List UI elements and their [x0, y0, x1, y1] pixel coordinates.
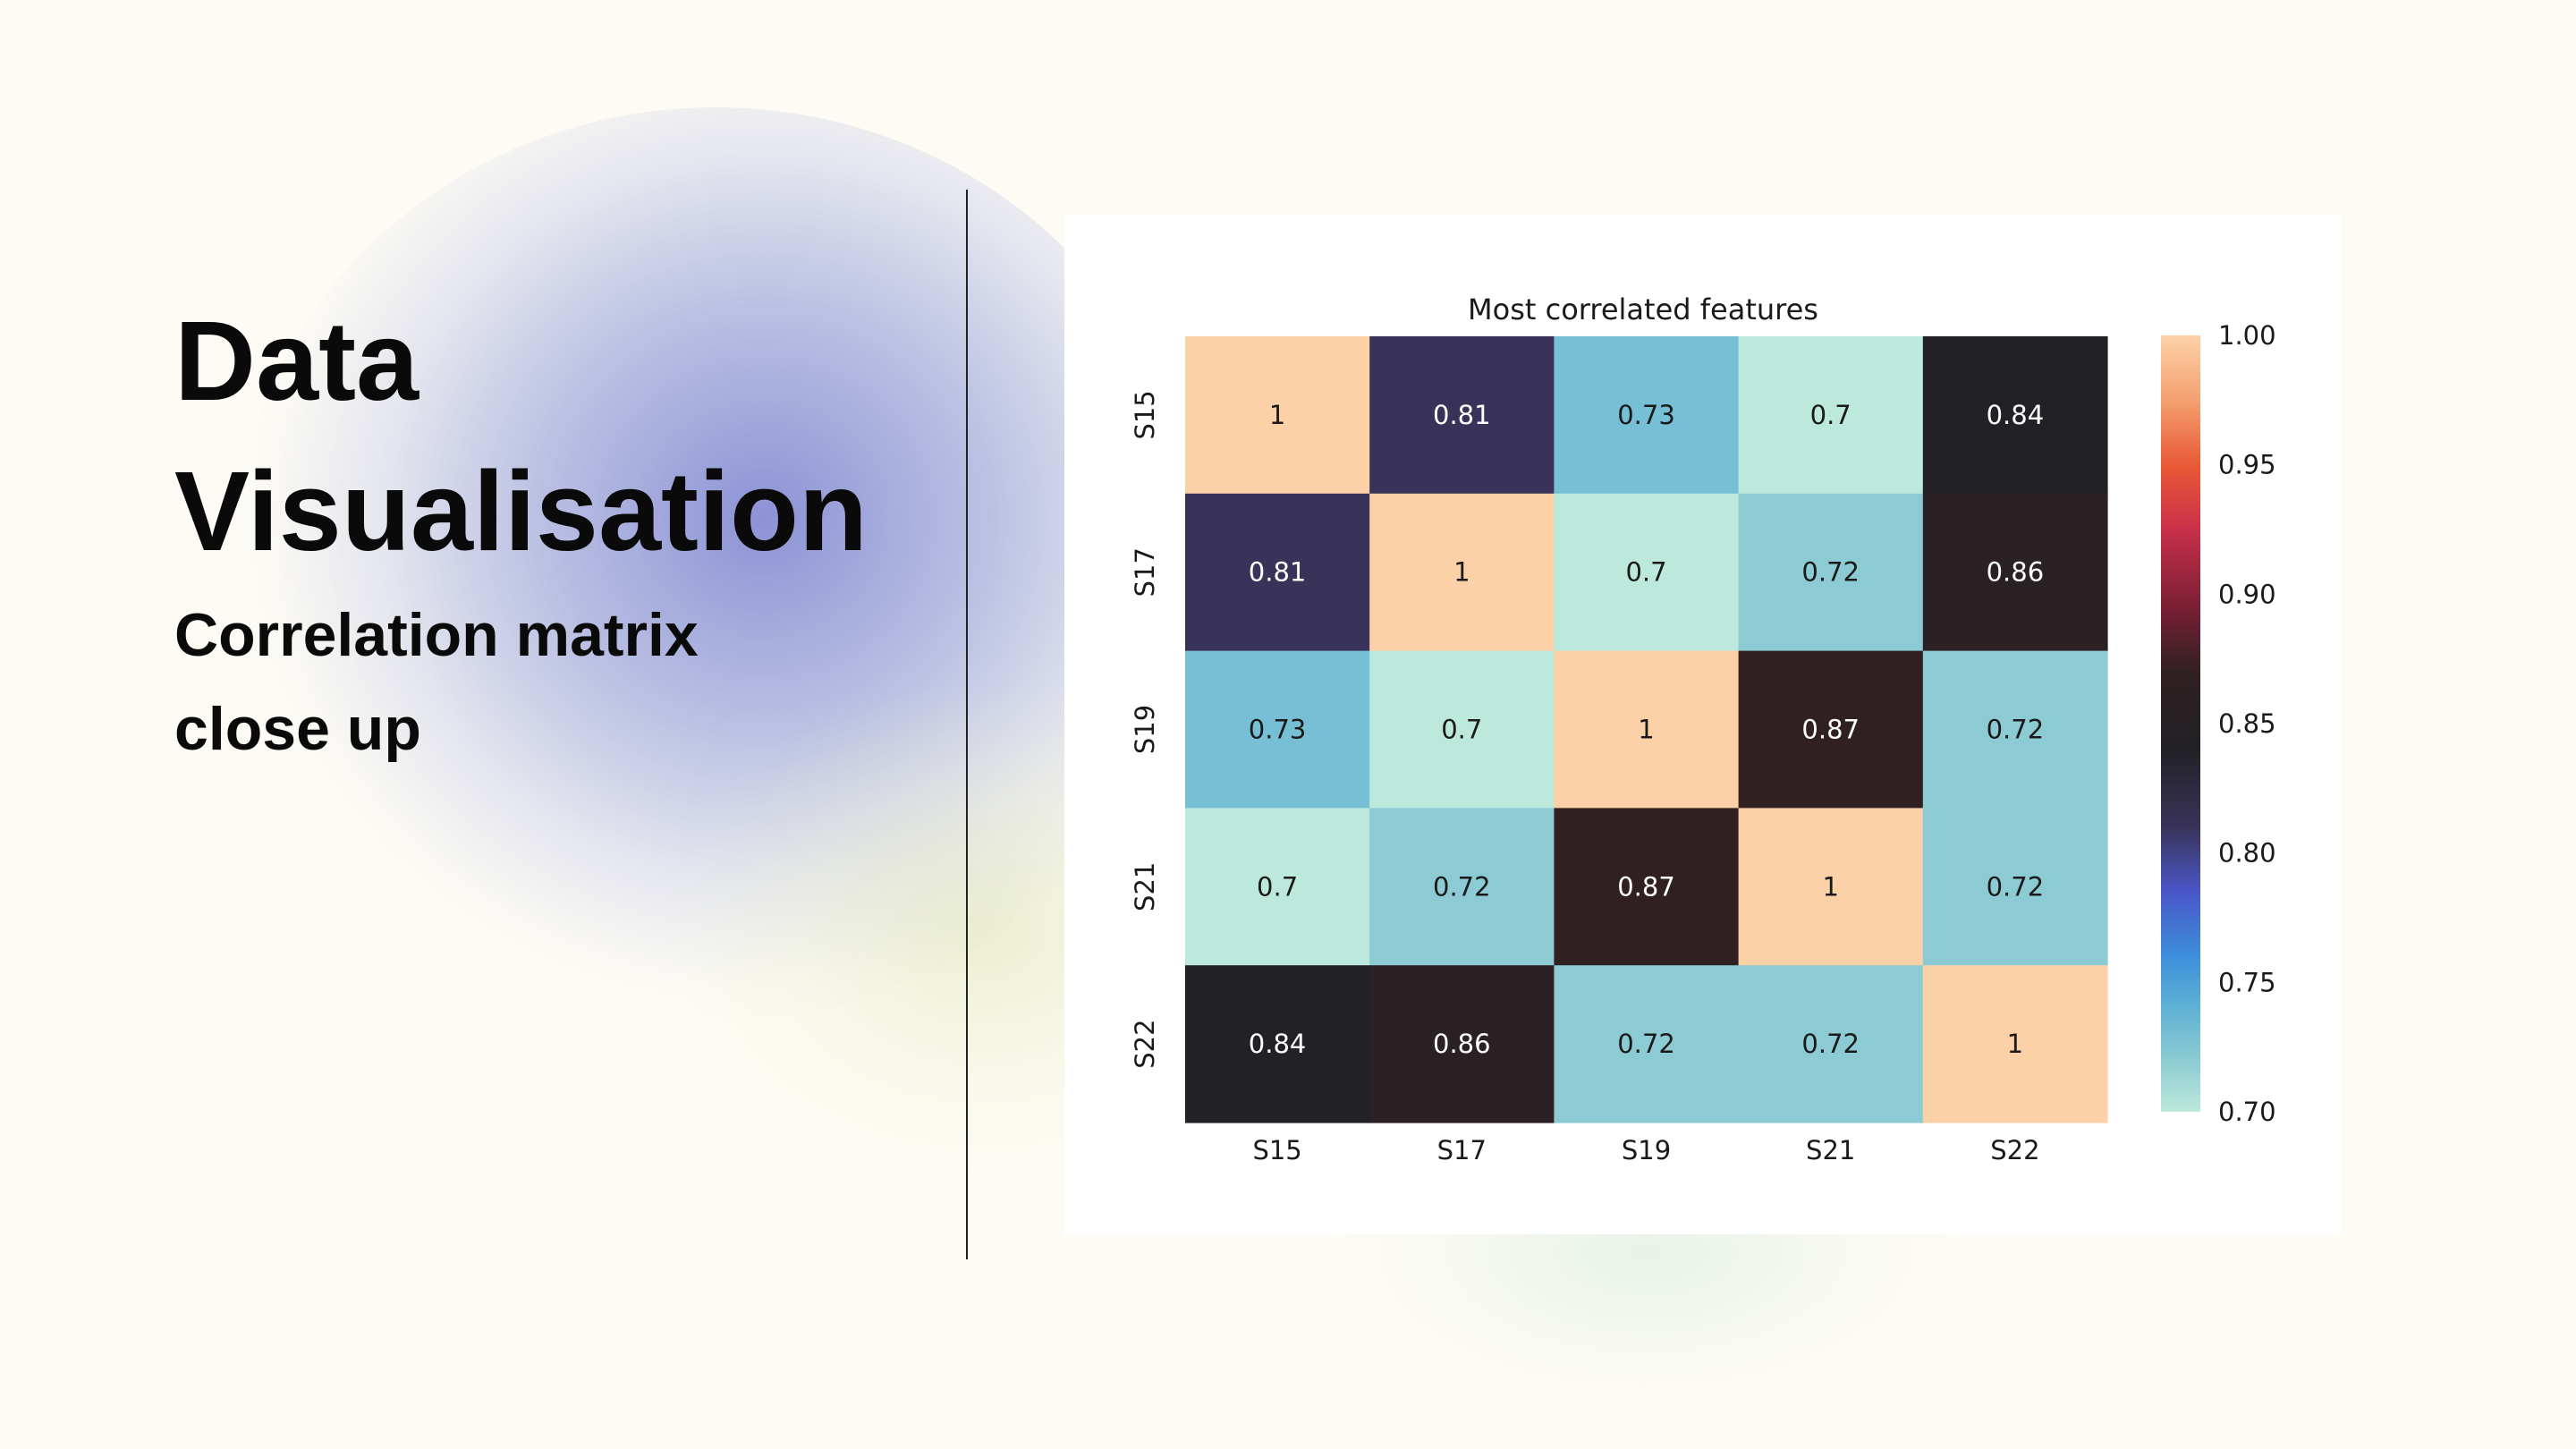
colorbar-tick-label: 0.75 [2218, 967, 2276, 997]
chart-card: Most correlated features 1 0.81 0.73 0.7 0.8… [1064, 215, 2341, 1234]
cell-value-label: 0.72 [1801, 1029, 1860, 1059]
cell-value-label: 0.81 [1433, 400, 1491, 430]
cell-value-label: 0.7 [1257, 871, 1298, 902]
cell-value-label: 1 [1453, 557, 1470, 588]
heatmap-cell [1922, 965, 2108, 1123]
heatmap-chart: Most correlated features 1 0.81 0.73 0.7 0.8… [1130, 292, 2276, 1165]
heatmap-cell [1738, 493, 1924, 652]
cell-value-label: 0.73 [1617, 400, 1675, 430]
colorbar-tick-label: 1.00 [2218, 320, 2276, 351]
y-tick-label: S21 [1130, 862, 1160, 911]
heatmap-cell [1554, 650, 1740, 809]
heatmap-cell [1369, 650, 1555, 809]
cell-value-label: 0.86 [1987, 557, 2045, 588]
heatmap-cell [1185, 808, 1370, 966]
vertical-divider [966, 190, 968, 1259]
heatmap-cell [1369, 336, 1555, 495]
cell-value-label: 0.7 [1441, 715, 1482, 745]
heatmap-cell [1738, 965, 1924, 1123]
heatmap-cell [1554, 808, 1740, 966]
slide-title: Data Visualisation [174, 298, 868, 574]
colorbar [2161, 335, 2200, 1112]
heatmap-cell [1369, 808, 1555, 966]
cell-value-label: 0.81 [1249, 557, 1307, 588]
cell-value-label: 0.72 [1801, 557, 1860, 588]
heatmap-cell [1738, 336, 1924, 495]
x-tick-label: S21 [1806, 1135, 1855, 1165]
cell-value-label: 0.86 [1433, 1029, 1491, 1059]
colorbar-tick-label: 0.85 [2218, 708, 2276, 739]
chart-title: Most correlated features [1468, 292, 1818, 326]
heatmap-cell [1922, 493, 2108, 652]
cell-value-label: 1 [1269, 400, 1285, 430]
cell-value-label: 0.87 [1617, 871, 1675, 902]
heatmap-cell [1185, 965, 1370, 1123]
heatmap-cell [1369, 493, 1555, 652]
cell-value-label: 0.72 [1987, 871, 2045, 902]
cell-value-label: 0.7 [1810, 400, 1852, 430]
colorbar-tick-label: 0.90 [2218, 579, 2276, 609]
heatmap-cell [1922, 808, 2108, 966]
cell-value-label: 0.84 [1987, 400, 2045, 430]
heatmap-cell [1922, 336, 2108, 495]
y-tick-label: S19 [1130, 705, 1160, 754]
heatmap-cell [1738, 808, 1924, 966]
y-tick-label: S15 [1130, 390, 1160, 439]
cell-value-label: 0.72 [1617, 1029, 1675, 1059]
heatmap-cell [1554, 965, 1740, 1123]
slide-subtitle: Correlation matrix close up [174, 601, 699, 763]
cell-value-label: 0.72 [1433, 871, 1491, 902]
x-tick-label: S15 [1252, 1135, 1301, 1165]
heatmap-cell [1185, 493, 1370, 652]
x-tick-label: S17 [1437, 1135, 1487, 1165]
x-tick-label: S19 [1622, 1135, 1671, 1165]
colorbar-tick-label: 0.80 [2218, 838, 2276, 869]
y-tick-label: S17 [1130, 547, 1160, 597]
cell-value-label: 0.87 [1801, 715, 1860, 745]
cell-value-label: 0.72 [1987, 715, 2045, 745]
heatmap-cell [1185, 336, 1370, 495]
heatmap-cell [1369, 965, 1555, 1123]
cell-value-label: 0.7 [1625, 557, 1666, 588]
y-tick-label: S22 [1130, 1019, 1160, 1068]
cell-value-label: 0.84 [1249, 1029, 1307, 1059]
heatmap-cell [1185, 650, 1370, 809]
heatmap-cell [1922, 650, 2108, 809]
colorbar-tick-label: 0.95 [2218, 450, 2276, 480]
heatmap-cell [1554, 493, 1740, 652]
cell-value-label: 1 [2007, 1029, 2023, 1059]
cell-value-label: 1 [1822, 871, 1838, 902]
heatmap-cell [1554, 336, 1740, 495]
heatmap-cell [1738, 650, 1924, 809]
colorbar-tick-label: 0.70 [2218, 1097, 2276, 1127]
x-tick-label: S22 [1990, 1135, 2039, 1165]
cell-value-label: 0.73 [1249, 715, 1307, 745]
cell-value-label: 1 [1638, 715, 1654, 745]
